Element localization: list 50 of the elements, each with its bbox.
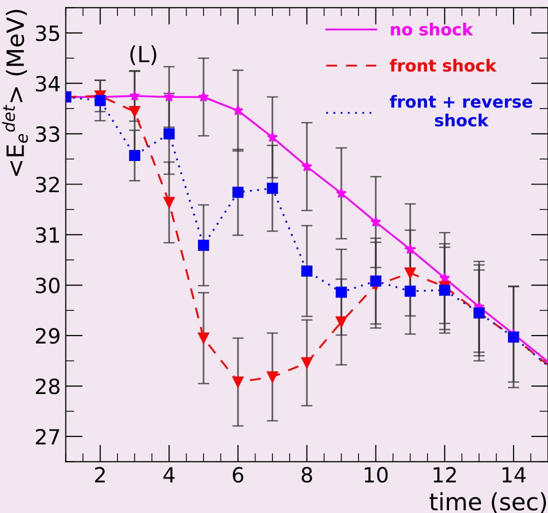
y-tick-label: 27	[36, 428, 60, 444]
point	[129, 90, 140, 101]
point	[198, 91, 209, 102]
point	[164, 196, 175, 208]
point	[164, 128, 175, 140]
x-tick-label: 12	[434, 466, 456, 482]
point	[301, 265, 312, 277]
x-tick-label: 10	[364, 466, 388, 483]
x-tick-label: 8	[302, 466, 312, 483]
point	[336, 316, 347, 328]
point	[129, 150, 140, 162]
y-tick-label: 31	[36, 227, 59, 243]
point	[232, 105, 244, 116]
point	[404, 244, 416, 254]
x-tick-label: 2	[95, 466, 105, 482]
x-tick-label: 4	[163, 467, 175, 482]
x-axis-title: time (sec)	[430, 492, 546, 513]
x-tick-label: 6	[232, 466, 244, 483]
point	[404, 267, 416, 279]
y-tick-label: 33	[36, 126, 60, 142]
point	[301, 357, 312, 368]
point	[266, 371, 278, 383]
point	[232, 376, 244, 388]
y-tick-label: 35	[36, 25, 60, 42]
point	[129, 106, 140, 118]
x-tick-label: 14	[502, 467, 526, 482]
point	[267, 132, 278, 142]
point	[302, 161, 312, 172]
point	[198, 332, 210, 344]
point	[370, 216, 382, 227]
y-tick-label: 29	[36, 328, 60, 344]
point	[164, 91, 174, 102]
y-tick-label: 32	[36, 176, 59, 192]
y-tick-label: 30	[36, 278, 60, 294]
point	[232, 186, 244, 198]
point	[336, 286, 347, 298]
y-tick-label: 28	[36, 378, 60, 394]
point	[266, 182, 278, 194]
point	[94, 94, 106, 106]
legend-label: front shock	[390, 58, 497, 72]
y-axis-title: <E$_{e}$$^{det}$> (MeV)	[2, 10, 28, 176]
y-tick-label: 34	[36, 76, 60, 92]
legend-label: front + reverse shock	[390, 94, 532, 127]
point	[439, 284, 450, 296]
point	[336, 188, 347, 198]
point	[404, 286, 416, 297]
point	[198, 240, 210, 251]
point	[370, 276, 382, 287]
legend-label: no shock	[390, 22, 474, 36]
annotation: (L)	[130, 45, 156, 66]
